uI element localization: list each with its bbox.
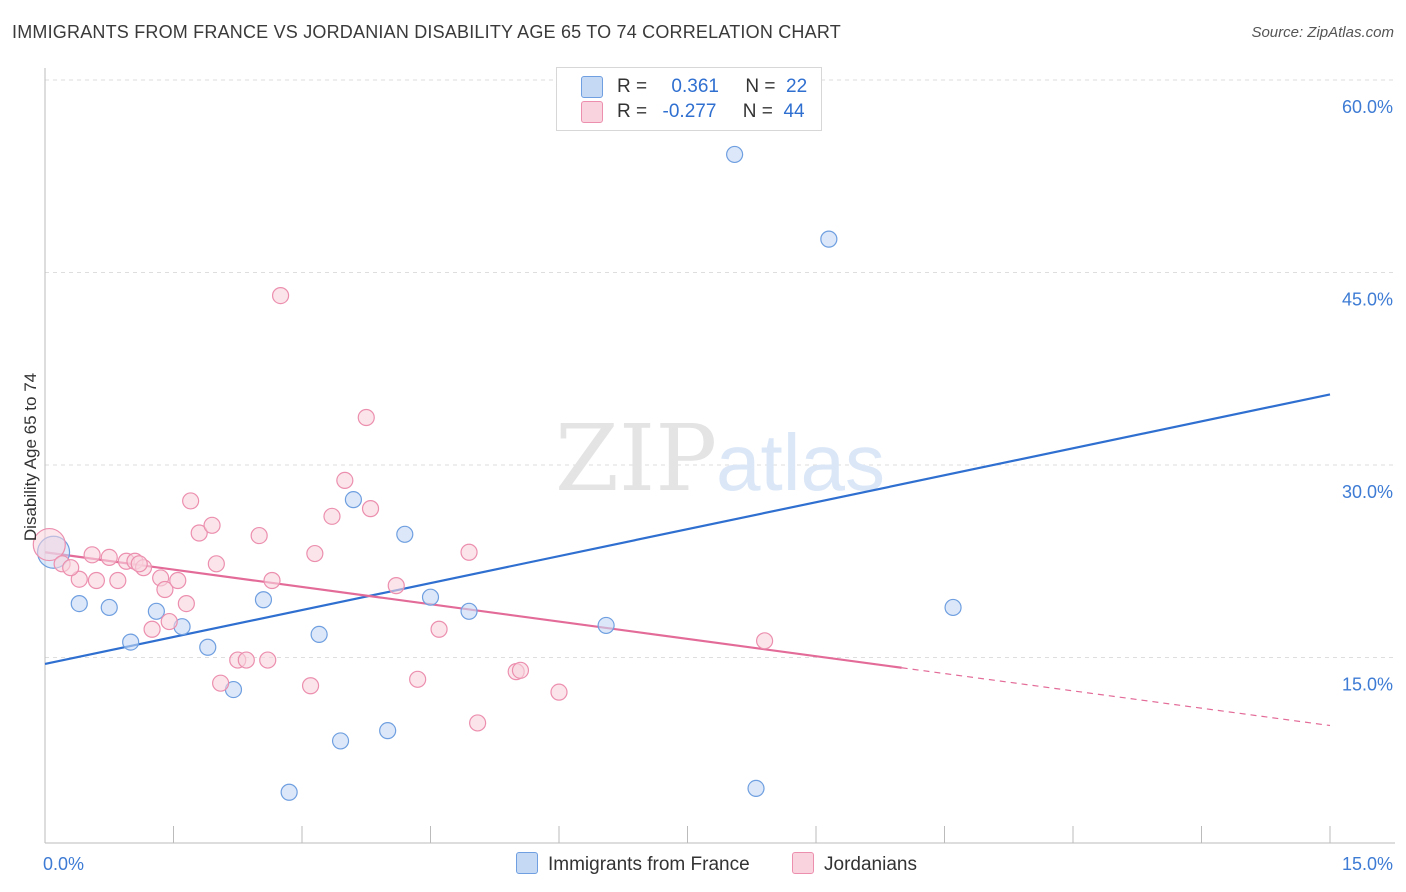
data-point-france xyxy=(310,625,328,644)
data-point-jordanians xyxy=(336,471,354,489)
bottom-legend-label-jordanians: Jordanians xyxy=(824,854,917,875)
data-points xyxy=(32,145,962,801)
data-point-jordanians xyxy=(203,516,221,534)
legend-swatch-france xyxy=(581,76,603,98)
legend-n-label: N = xyxy=(742,101,773,123)
data-point-france xyxy=(820,230,838,248)
watermark: ZIP atlas xyxy=(555,405,885,512)
data-point-jordanians xyxy=(237,651,255,669)
data-point-jordanians xyxy=(460,543,478,561)
data-point-jordanians xyxy=(130,555,148,573)
data-point-jordanians xyxy=(511,661,530,679)
data-point-jordanians xyxy=(755,632,774,650)
legend-r-label: R = xyxy=(617,76,648,98)
data-point-france xyxy=(70,594,88,613)
legend-r-value: 0.361 xyxy=(671,76,719,98)
data-point-jordanians xyxy=(361,500,380,518)
data-point-jordanians xyxy=(357,408,375,427)
y-tick-label: 45.0% xyxy=(1342,290,1393,310)
trend-line-extension xyxy=(901,667,1331,727)
data-point-jordanians xyxy=(323,507,341,525)
x-tick-label: 0.0% xyxy=(43,854,84,874)
legend-swatch-jordanians xyxy=(581,101,603,123)
data-point-jordanians xyxy=(169,571,187,590)
data-point-france xyxy=(421,588,440,606)
bottom-legend-swatch-jordanians xyxy=(792,852,814,874)
data-point-jordanians xyxy=(250,526,268,545)
data-point-france xyxy=(331,732,350,750)
correlation-legend: R = 0.361 N = 22 R = -0.277 N = 44 xyxy=(556,67,822,131)
data-point-jordanians xyxy=(469,714,487,732)
legend-n-value: 44 xyxy=(783,101,805,123)
data-point-jordanians xyxy=(177,594,195,613)
y-tick-label: 30.0% xyxy=(1342,482,1393,502)
data-point-france xyxy=(147,602,165,620)
axes xyxy=(44,68,1395,844)
data-point-france xyxy=(379,722,397,740)
data-point-jordanians xyxy=(160,612,178,631)
data-point-france xyxy=(122,633,140,651)
data-point-jordanians xyxy=(100,548,118,567)
chart-title: IMMIGRANTS FROM FRANCE VS JORDANIAN DISA… xyxy=(12,22,841,42)
data-point-france xyxy=(726,145,744,164)
legend-n-label: N = xyxy=(745,76,776,98)
data-point-jordanians xyxy=(212,674,230,692)
data-point-france xyxy=(280,783,298,801)
data-point-jordanians xyxy=(409,670,427,688)
data-point-france xyxy=(199,638,217,656)
data-point-france xyxy=(100,598,118,617)
data-point-france xyxy=(254,591,273,609)
data-point-jordanians xyxy=(87,571,106,590)
legend-row-jordanians: R = -0.277 N = 44 xyxy=(581,101,805,125)
data-point-france xyxy=(944,598,962,617)
data-point-jordanians xyxy=(156,580,174,599)
data-point-jordanians xyxy=(387,577,405,595)
legend-r-value: -0.277 xyxy=(662,101,717,123)
data-point-jordanians xyxy=(301,677,320,695)
data-point-france xyxy=(396,525,414,543)
data-point-france xyxy=(344,491,362,509)
data-point-jordanians xyxy=(550,683,568,701)
bottom-legend-label-france: Immigrants from France xyxy=(548,854,750,875)
data-point-jordanians xyxy=(306,544,324,563)
data-point-jordanians xyxy=(190,524,208,542)
data-point-jordanians xyxy=(182,492,200,510)
data-point-jordanians xyxy=(143,620,161,638)
bottom-legend-swatch-france xyxy=(516,852,538,874)
watermark-atlas: atlas xyxy=(716,418,885,507)
legend-row-france: R = 0.361 N = 22 xyxy=(581,76,807,100)
x-tick-label: 15.0% xyxy=(1342,854,1393,874)
bottom-legend-france: Immigrants from France xyxy=(516,852,750,876)
data-point-jordanians xyxy=(430,620,448,638)
data-point-jordanians xyxy=(271,287,290,305)
data-point-jordanians xyxy=(259,651,277,669)
data-point-france xyxy=(460,602,478,620)
data-point-france xyxy=(597,616,615,635)
data-point-jordanians xyxy=(83,546,101,564)
y-tick-label: 15.0% xyxy=(1342,675,1393,695)
data-point-jordanians xyxy=(109,571,127,590)
source-label: Source: ZipAtlas.com xyxy=(1251,24,1394,41)
grid-lines xyxy=(45,79,1395,658)
data-point-france xyxy=(747,779,765,798)
data-point-jordanians xyxy=(62,559,80,577)
legend-r-label: R = xyxy=(617,101,648,123)
legend-n-value: 22 xyxy=(786,76,808,98)
tick-labels: 15.0% 30.0% 45.0% 60.0% 0.0% 15.0% xyxy=(43,97,1393,874)
data-point-jordanians xyxy=(263,571,281,590)
data-point-jordanians xyxy=(32,527,66,562)
trend-line-france xyxy=(44,393,1331,665)
bottom-legend-jordanians: Jordanians xyxy=(792,852,917,876)
watermark-zip: ZIP xyxy=(555,405,717,512)
y-axis-label: Disability Age 65 to 74 xyxy=(21,373,40,541)
y-tick-label: 60.0% xyxy=(1342,97,1393,117)
data-point-jordanians xyxy=(70,570,88,588)
data-point-jordanians xyxy=(207,555,225,573)
